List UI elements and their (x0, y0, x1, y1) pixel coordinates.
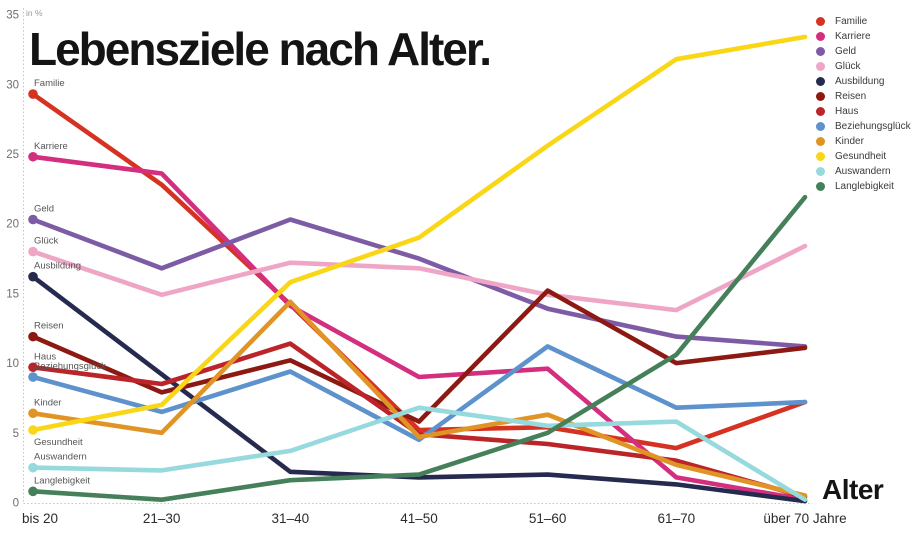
legend-dot-langlebigkeit (816, 182, 825, 191)
legend-dot-haus (816, 107, 825, 116)
series-label-gesundheit: Gesundheit (34, 437, 83, 448)
series-label-langlebigkeit: Langlebigkeit (34, 475, 90, 486)
series-start-dot-karriere (28, 151, 38, 162)
y-tick-label-0: 0 (13, 498, 19, 510)
series-line-familie (30, 91, 808, 451)
series-line-karriere (30, 154, 808, 503)
x-tick-label-ueber-70-jahre: über 70 Jahre (763, 511, 846, 526)
legend-item-karriere: Karriere (816, 29, 911, 44)
legend-label-beziehungsglueck: Beziehungsglück (835, 121, 911, 132)
series-start-dot-gesundheit (28, 425, 38, 435)
series-label-familie: Familie (34, 78, 65, 89)
series-label-ausbildung: Ausbildung (34, 261, 81, 272)
series-line-geld (30, 217, 808, 349)
legend-dot-ausbildung (816, 77, 825, 86)
legend-dot-beziehungsglueck (816, 122, 825, 131)
legend-item-haus: Haus (816, 104, 911, 119)
legend-dot-geld (816, 47, 825, 56)
series-label-kinder: Kinder (34, 397, 61, 408)
legend-label-auswandern: Auswandern (835, 166, 891, 177)
legend-dot-gesundheit (816, 152, 825, 161)
series-label-glueck: Glück (34, 236, 59, 247)
legend-item-ausbildung: Ausbildung (816, 74, 911, 89)
x-axis-title: Alter (822, 474, 884, 505)
y-tick-label-10: 10 (6, 358, 19, 370)
series-line-ausbildung (30, 274, 808, 504)
legend-item-auswandern: Auswandern (816, 164, 911, 179)
series-line-glueck (30, 243, 808, 313)
legend-dot-karriere (816, 32, 825, 41)
legend-item-familie: Familie (816, 14, 911, 29)
series-line-kinder (30, 299, 808, 498)
legend-dot-kinder (816, 137, 825, 146)
legend-label-langlebigkeit: Langlebigkeit (835, 181, 894, 192)
series-label-haus: Haus (34, 351, 56, 362)
x-tick-label-bis-20: bis 20 (22, 511, 58, 526)
legend-label-geld: Geld (835, 46, 857, 57)
legend-label-ausbildung: Ausbildung (835, 76, 885, 87)
series-line-reisen (30, 288, 808, 424)
series-start-dot-ausbildung (28, 271, 38, 282)
series-start-dot-familie (28, 89, 38, 99)
legend-label-kinder: Kinder (835, 136, 864, 147)
series-start-dot-auswandern (28, 462, 38, 473)
series-line-langlebigkeit (30, 194, 808, 503)
legend-label-haus: Haus (835, 106, 859, 117)
series-label-karriere: Karriere (34, 141, 68, 152)
legend-label-karriere: Karriere (835, 31, 871, 42)
x-tick-label-21-30: 21–30 (143, 511, 181, 526)
legend-label-glueck: Glück (835, 61, 861, 72)
legend-item-glueck: Glück (816, 59, 911, 74)
series-line-gesundheit (30, 34, 808, 433)
x-tick-label-61-70: 61–70 (658, 511, 696, 526)
series-line-auswandern (30, 405, 808, 503)
legend-dot-familie (816, 17, 825, 26)
y-tick-label-30: 30 (6, 79, 19, 91)
y-axis-unit-label: in % (26, 8, 43, 18)
series-start-dot-glueck (28, 246, 38, 257)
y-tick-label-35: 35 (6, 10, 19, 22)
series-label-geld: Geld (34, 204, 54, 215)
y-tick-label-25: 25 (6, 149, 19, 161)
legend-dot-reisen (816, 92, 825, 101)
series-line-beziehungsglueck (30, 344, 808, 443)
legend-label-reisen: Reisen (835, 91, 867, 102)
series-start-dot-haus (28, 362, 38, 373)
legend-label-gesundheit: Gesundheit (835, 151, 887, 162)
legend: Familie Karriere Geld Glück Ausbildung Reisen… (816, 14, 911, 194)
legend-dot-auswandern (816, 167, 825, 176)
y-tick-label-20: 20 (6, 219, 19, 231)
legend-dot-glueck (816, 62, 825, 71)
series-start-dot-geld (28, 214, 38, 225)
series-label-reisen: Reisen (34, 321, 64, 332)
legend-item-kinder: Kinder (816, 134, 911, 149)
series-label-beziehungsglueck: Beziehungsglück (34, 361, 106, 372)
series-start-dot-langlebigkeit (28, 486, 38, 497)
legend-item-beziehungsglueck: Beziehungsglück (816, 119, 911, 134)
series-label-auswandern: Auswandern (34, 452, 87, 463)
series-start-dot-kinder (28, 408, 38, 419)
series-start-dot-reisen (28, 331, 38, 342)
x-tick-label-51-60: 51–60 (529, 511, 567, 526)
page-title: Lebensziele nach Alter. (29, 23, 492, 75)
series-start-dot-beziehungsglueck (28, 372, 38, 382)
x-tick-label-41-50: 41–50 (400, 511, 438, 526)
y-tick-label-15: 15 (6, 288, 19, 300)
legend-item-geld: Geld (816, 44, 911, 59)
legend-item-gesundheit: Gesundheit (816, 149, 911, 164)
y-tick-label-5: 5 (13, 428, 19, 440)
x-tick-label-31-40: 31–40 (272, 511, 310, 526)
legend-label-familie: Familie (835, 16, 868, 27)
legend-item-langlebigkeit: Langlebigkeit (816, 179, 911, 194)
legend-item-reisen: Reisen (816, 89, 911, 104)
